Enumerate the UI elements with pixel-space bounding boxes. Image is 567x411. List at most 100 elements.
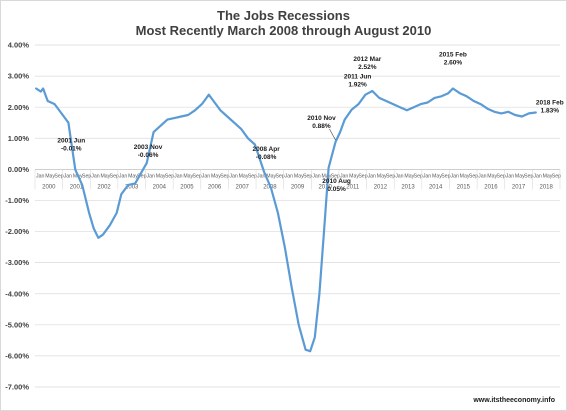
month-tick-label: Jan <box>533 173 541 179</box>
data-annotation: 2.60% <box>444 60 463 67</box>
month-tick-label: Sep <box>303 173 312 179</box>
data-annotation: 2003 Nov <box>134 144 163 151</box>
chart-subtitle: Most Recently March 2008 through August … <box>135 23 432 38</box>
data-annotation: 2012 Mar <box>353 56 381 63</box>
y-tick-label: -3.00% <box>5 258 29 267</box>
year-tick-label: 2004 <box>153 184 167 190</box>
month-tick-label: Sep <box>54 173 63 179</box>
month-tick-label: May <box>156 173 166 179</box>
data-annotation: 1.83% <box>541 107 560 114</box>
y-tick-label: -2.00% <box>5 227 29 236</box>
data-annotation: 2010 Aug <box>322 178 351 185</box>
month-tick-label: Jan <box>174 173 182 179</box>
series-line <box>35 87 537 353</box>
data-annotation: -0.01% <box>61 146 82 153</box>
month-tick-label: Jan <box>478 173 486 179</box>
data-annotation: 2.52% <box>358 64 377 71</box>
year-tick-label: 2011 <box>346 184 360 190</box>
y-tick-label: 4.00% <box>8 41 30 50</box>
month-tick-label: Sep <box>193 173 202 179</box>
month-tick-label: Sep <box>524 173 533 179</box>
year-tick-label: 2005 <box>180 184 194 190</box>
month-tick-label: May <box>211 173 221 179</box>
year-tick-label: 2001 <box>70 184 84 190</box>
month-tick-label: Sep <box>552 173 561 179</box>
y-tick-label: -4.00% <box>5 289 29 298</box>
month-tick-label: May <box>266 173 276 179</box>
month-tick-label: Sep <box>137 173 146 179</box>
month-tick-label: May <box>432 173 442 179</box>
year-tick-label: 2010 <box>318 184 332 190</box>
data-annotation: 0.88% <box>312 123 331 130</box>
month-tick-label: Sep <box>331 173 340 179</box>
data-annotation: 2010 Nov <box>307 115 336 122</box>
month-tick-label: Sep <box>110 173 119 179</box>
year-tick-label: 2006 <box>208 184 222 190</box>
year-tick-label: 2009 <box>291 184 305 190</box>
month-tick-label: Jan <box>229 173 237 179</box>
y-tick-label: 0.00% <box>8 165 30 174</box>
year-tick-label: 2017 <box>512 184 526 190</box>
month-tick-label: May <box>239 173 249 179</box>
chart-title: The Jobs Recessions <box>217 8 350 23</box>
month-tick-label: Sep <box>441 173 450 179</box>
month-tick-label: May <box>515 173 525 179</box>
y-tick-label: -5.00% <box>5 320 29 329</box>
year-tick-label: 2007 <box>236 184 250 190</box>
month-tick-label: Sep <box>82 173 91 179</box>
month-tick-label: May <box>404 173 414 179</box>
month-tick-label: Jan <box>64 173 72 179</box>
year-tick-label: 2013 <box>401 184 415 190</box>
month-tick-label: May <box>183 173 193 179</box>
month-tick-label: Sep <box>358 173 367 179</box>
data-annotation: 2001 Jun <box>57 138 85 145</box>
month-tick-label: Jan <box>423 173 431 179</box>
month-tick-label: Jan <box>257 173 265 179</box>
month-tick-label: May <box>45 173 55 179</box>
month-tick-label: May <box>294 173 304 179</box>
month-tick-label: May <box>322 173 332 179</box>
year-tick-label: 2002 <box>97 184 111 190</box>
year-tick-label: 2015 <box>457 184 471 190</box>
annotation-leader <box>329 128 336 141</box>
month-tick-label: Jan <box>119 173 127 179</box>
month-tick-label: Sep <box>220 173 229 179</box>
month-tick-label: Jan <box>147 173 155 179</box>
month-tick-label: May <box>349 173 359 179</box>
year-tick-label: 2000 <box>42 184 56 190</box>
watermark: www.itstheeconomy.info <box>473 397 555 404</box>
data-annotation: 0.05% <box>327 186 346 193</box>
month-tick-label: Jan <box>312 173 320 179</box>
y-tick-label: 1.00% <box>8 134 30 143</box>
year-tick-label: 2014 <box>429 184 443 190</box>
y-tick-label: -6.00% <box>5 352 29 361</box>
y-tick-label: 2.00% <box>8 103 30 112</box>
data-annotation: 2011 Jun <box>344 74 371 81</box>
data-annotation: -0.06% <box>138 152 159 159</box>
y-tick-label: 3.00% <box>8 72 30 81</box>
month-tick-label: Sep <box>275 173 284 179</box>
y-tick-label: -7.00% <box>5 383 29 392</box>
year-tick-label: 2016 <box>484 184 498 190</box>
year-tick-label: 2003 <box>125 184 139 190</box>
month-tick-label: Jan <box>395 173 403 179</box>
month-tick-label: May <box>128 173 138 179</box>
data-annotation: 2018 Feb <box>536 99 564 106</box>
month-tick-label: Sep <box>386 173 395 179</box>
month-tick-label: May <box>100 173 110 179</box>
year-tick-label: 2012 <box>374 184 388 190</box>
month-tick-label: Jan <box>506 173 514 179</box>
month-tick-label: Sep <box>469 173 478 179</box>
data-annotation: 2008 Apr <box>253 146 281 153</box>
data-annotation: 1.92% <box>348 82 367 89</box>
month-tick-label: Sep <box>497 173 506 179</box>
month-tick-label: Jan <box>285 173 293 179</box>
month-tick-label: May <box>377 173 387 179</box>
year-tick-label: 2018 <box>540 184 554 190</box>
month-tick-label: Jan <box>340 173 348 179</box>
month-tick-label: Jan <box>202 173 210 179</box>
month-tick-label: Sep <box>414 173 423 179</box>
data-annotation: 2015 Feb <box>439 52 467 59</box>
